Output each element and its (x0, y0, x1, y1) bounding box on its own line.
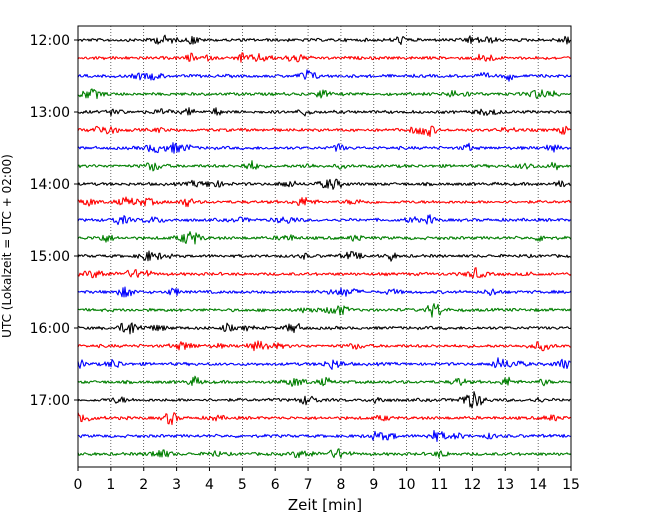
x-tick-label: 7 (304, 477, 313, 493)
seismic-trace-16 (77, 303, 572, 318)
seismic-trace-2 (77, 52, 572, 63)
x-tick-label: 14 (529, 477, 547, 493)
y-axis-ticks: 12:00 13:00 14:00 15:00 16:00 17:00 (30, 33, 78, 409)
x-tick-label: 2 (139, 477, 148, 493)
plot-frame (77, 25, 572, 468)
seismic-trace-19 (77, 357, 572, 370)
x-tick-label: 13 (496, 477, 514, 493)
y-tick-label: 12:00 (30, 33, 70, 49)
x-tick-label: 8 (336, 477, 345, 493)
seismic-trace-18 (77, 340, 572, 352)
x-tick-label: 4 (205, 477, 214, 493)
seismic-trace-7 (77, 142, 572, 154)
seismic-trace-9 (77, 178, 572, 190)
y-axis-label: UTC (Lokalzeit = UTC + 02:00) (0, 154, 14, 338)
seismic-trace-11 (77, 214, 572, 226)
y-tick-label: 15:00 (30, 249, 70, 265)
x-tick-label: 9 (369, 477, 378, 493)
x-tick-label: 11 (431, 477, 449, 493)
seismic-traces (77, 34, 572, 459)
x-tick-label: 12 (463, 477, 481, 493)
seismic-trace-5 (77, 107, 572, 117)
seismic-trace-6 (77, 125, 572, 138)
y-tick-label: 17:00 (30, 393, 70, 409)
x-tick-label: 1 (106, 477, 115, 493)
seismic-trace-13 (77, 250, 572, 262)
y-tick-label: 14:00 (30, 177, 70, 193)
x-tick-label: 6 (271, 477, 280, 493)
seismic-trace-24 (77, 448, 572, 459)
seismic-trace-14 (77, 267, 572, 279)
seismic-trace-22 (77, 412, 572, 426)
x-tick-label: 5 (238, 477, 247, 493)
seismic-trace-8 (77, 160, 572, 172)
x-tick-label: 10 (398, 477, 416, 493)
x-tick-label: 15 (562, 477, 580, 493)
seismic-trace-15 (77, 286, 572, 298)
seismic-trace-21 (77, 391, 572, 409)
x-axis-ticks: 0 1 2 3 4 5 6 7 8 9 10 11 12 13 14 15 (74, 467, 580, 493)
y-tick-label: 13:00 (30, 105, 70, 121)
seismic-trace-10 (77, 196, 572, 208)
seismic-trace-4 (77, 88, 572, 100)
seismic-trace-12 (77, 231, 572, 245)
x-axis-label: Zeit [min] (288, 496, 362, 514)
seismic-trace-17 (77, 322, 572, 335)
seismic-trace-23 (77, 429, 572, 442)
seismic-trace-20 (77, 375, 572, 387)
seismic-trace-1 (77, 34, 572, 46)
y-tick-label: 16:00 (30, 321, 70, 337)
x-tick-label: 0 (74, 477, 83, 493)
seismic-trace-3 (77, 69, 572, 82)
x-tick-label: 3 (172, 477, 181, 493)
